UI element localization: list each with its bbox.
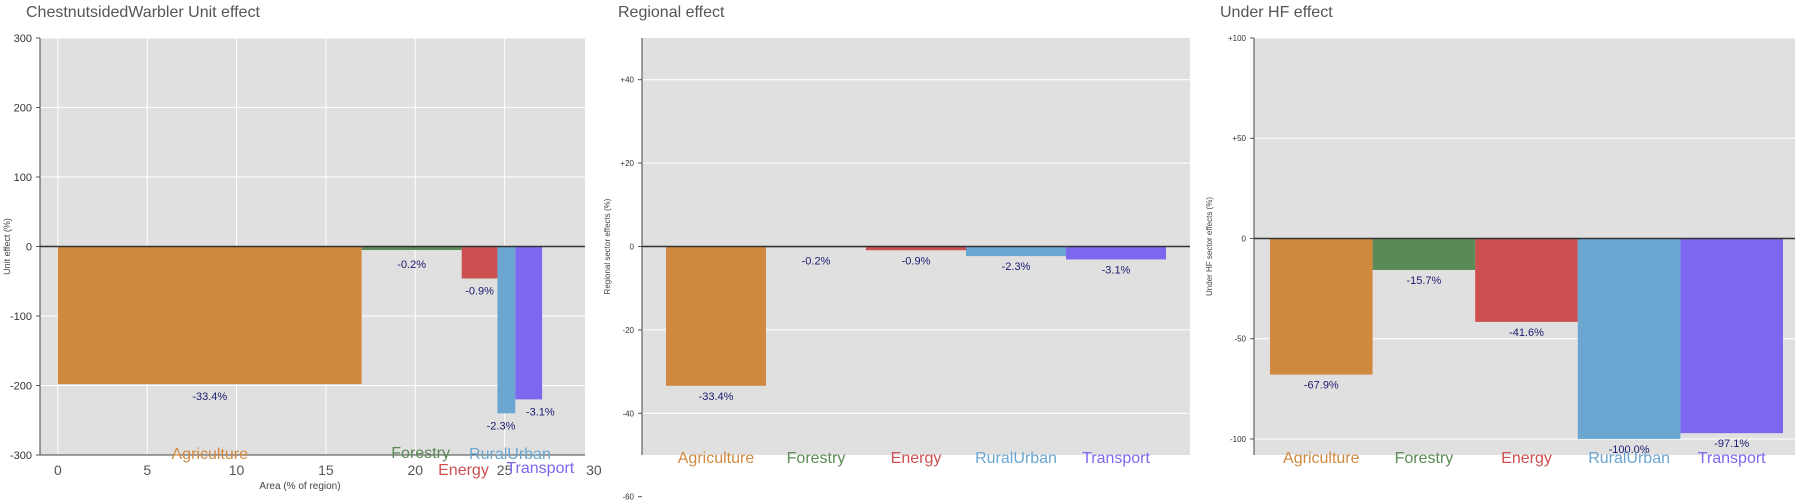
y-axis-title: Unit effect (%) <box>2 218 12 275</box>
category-label-transport: Transport <box>1698 450 1766 467</box>
y-tick-label: +20 <box>620 159 634 168</box>
under-hf-effect-title: Under HF effect <box>1220 4 1333 21</box>
y-tick-label: +40 <box>620 76 634 85</box>
y-tick-label: -100 <box>1230 435 1247 444</box>
bar-value-label: -2.3% <box>1002 261 1031 273</box>
y-tick-label: 0 <box>630 243 635 252</box>
bar-value-label: -97.1% <box>1714 438 1749 450</box>
under-hf-effect-panel: Under HF effect +100 +50 0 -50 -100 -67.9% Agr… <box>1200 0 1800 500</box>
bar-transport <box>1680 238 1783 434</box>
unit-effect-panel: ChestnutsidedWarbler Unit effect 300 200 1… <box>0 0 602 500</box>
category-label-agriculture: Agriculture <box>1283 450 1360 467</box>
bar-ruralurban <box>1577 238 1681 439</box>
bar-value-label: -0.2% <box>397 259 426 271</box>
category-label-transport: Transport <box>506 460 574 477</box>
category-label-energy: Energy <box>1501 450 1552 467</box>
y-tick-label: -100 <box>10 311 32 323</box>
bar-value-label: -33.4% <box>699 391 734 403</box>
x-tick-label: 20 <box>407 462 423 478</box>
category-label-ruralurban: RuralUrban <box>469 446 551 463</box>
y-axis-title: Under HF sector effects (%) <box>1205 197 1214 296</box>
bar-energy <box>1475 238 1578 322</box>
bar-agriculture <box>57 246 362 385</box>
bar-value-label: -3.1% <box>1102 264 1131 276</box>
x-tick-label: 25 <box>497 462 513 478</box>
category-label-ruralurban: RuralUrban <box>1588 450 1670 467</box>
y-tick-label: -60 <box>622 493 634 500</box>
y-tick-label: 0 <box>1242 234 1247 243</box>
bar-forestry <box>1372 238 1476 270</box>
bar-value-label: -0.9% <box>465 285 494 297</box>
under-hf-effect-chart: +100 +50 0 -50 -100 -67.9% Agriculture -15.7% Fo… <box>1205 34 1795 467</box>
y-tick-label: -20 <box>622 326 634 335</box>
y-tick-label: 0 <box>26 242 32 254</box>
y-tick-label: 100 <box>14 172 32 184</box>
bar-value-label: -100.0% <box>1609 444 1650 456</box>
bar-agriculture <box>1270 238 1373 375</box>
y-tick-label: -200 <box>10 381 32 393</box>
bar-energy <box>461 246 498 279</box>
y-tick-label: +100 <box>1228 34 1247 43</box>
bar-value-label: -2.3% <box>487 420 516 432</box>
category-label-forestry: Forestry <box>1395 450 1454 467</box>
bar-transport <box>515 246 543 400</box>
y-tick-label: 300 <box>14 33 32 45</box>
category-label-ruralurban: RuralUrban <box>975 450 1057 467</box>
x-tick-label: 15 <box>318 462 334 478</box>
category-label-transport: Transport <box>1082 450 1150 467</box>
category-label-energy: Energy <box>891 450 942 467</box>
bar-ruralurban <box>966 246 1066 257</box>
x-tick-label: 10 <box>229 462 245 478</box>
x-axis-title: Area (% of region) <box>259 481 340 492</box>
bar-value-label: -41.6% <box>1509 327 1544 339</box>
x-tick-label: 5 <box>143 462 151 478</box>
regional-effect-title: Regional effect <box>618 4 725 21</box>
y-tick-label: -300 <box>10 450 32 462</box>
bar-value-label: -3.1% <box>526 406 555 418</box>
unit-effect-title: ChestnutsidedWarbler Unit effect <box>26 4 260 21</box>
category-label-energy: Energy <box>438 462 489 479</box>
category-label-forestry: Forestry <box>391 445 450 462</box>
bar-energy <box>866 246 966 251</box>
regional-effect-panel: Regional effect +40 +20 0 -20 -40 -60 -33.4% Ag… <box>600 0 1200 500</box>
bar-value-label: -0.9% <box>902 256 931 268</box>
x-tick-label: 30 <box>586 462 602 478</box>
category-label-agriculture: Agriculture <box>172 446 249 463</box>
bar-value-label: -15.7% <box>1406 275 1441 287</box>
y-tick-label: +50 <box>1232 134 1246 143</box>
bar-value-label: -67.9% <box>1304 380 1339 392</box>
bar-value-label: -0.2% <box>802 256 831 268</box>
y-tick-label: -50 <box>1234 335 1246 344</box>
unit-effect-chart: 300 200 100 0 -100 -200 -300 0 5 10 15 20 25 30 -33.4%… <box>2 33 602 492</box>
bar-ruralurban <box>497 246 516 414</box>
y-axis-title: Regional sector effects (%) <box>603 198 612 294</box>
y-tick-label: 200 <box>14 103 32 115</box>
bar-agriculture <box>666 246 766 386</box>
regional-effect-chart: +40 +20 0 -20 -40 -60 -33.4% Agriculture -0.2% Fo… <box>603 38 1190 500</box>
category-label-forestry: Forestry <box>787 450 846 467</box>
category-label-agriculture: Agriculture <box>678 450 755 467</box>
bar-forestry <box>361 246 462 250</box>
y-tick-label: -40 <box>622 409 634 418</box>
x-tick-label: 0 <box>54 462 62 478</box>
bar-transport <box>1066 246 1166 260</box>
bar-value-label: -33.4% <box>192 391 227 403</box>
